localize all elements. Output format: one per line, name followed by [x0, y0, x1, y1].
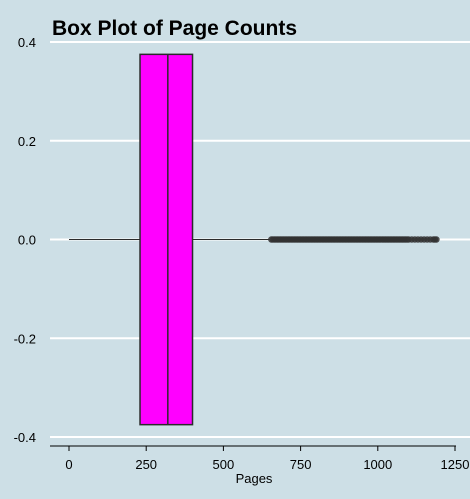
- outlier-points: [268, 236, 440, 243]
- chart-title: Box Plot of Page Counts: [52, 17, 297, 40]
- x-tick-label: 500: [213, 457, 235, 472]
- x-tick-label: 1250: [441, 457, 470, 472]
- y-tick-label: -0.4: [14, 430, 36, 445]
- box-layer: [69, 53, 270, 426]
- y-tick-label: 0.2: [18, 134, 36, 149]
- outlier-point: [433, 236, 440, 243]
- y-tick-label: 0.0: [18, 233, 36, 248]
- axes: -0.4 -0.2 0.0 0.2 0.4 0 250 500 750 1000 1250: [14, 35, 470, 472]
- x-tick-label: 750: [290, 457, 312, 472]
- x-tick-label: 0: [65, 457, 72, 472]
- x-tick-label: 250: [135, 457, 157, 472]
- y-tick-label: -0.2: [14, 331, 36, 346]
- iqr-box: [139, 53, 194, 426]
- y-tick-label: 0.4: [18, 35, 36, 50]
- x-tick-label: 1000: [363, 457, 392, 472]
- x-axis-label: Pages: [236, 471, 273, 486]
